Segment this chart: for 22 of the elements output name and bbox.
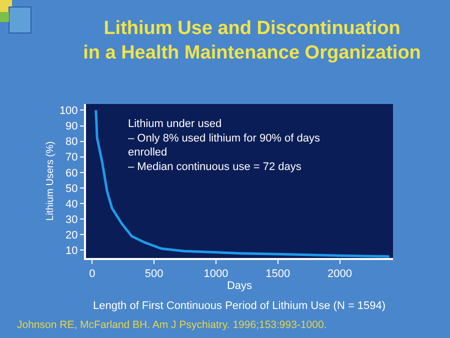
y-tick-label: 90 — [66, 120, 78, 133]
x-axis-title: Days — [226, 280, 253, 292]
text: Length of First Continuous Period of Lithium Use (N = 1594) — [93, 300, 386, 312]
y-tick-label: 70 — [66, 152, 78, 164]
x-tick-label: 1500 — [266, 268, 290, 280]
chart-title: Lithium Use and Discontinuation in a Health Maintenance Organization — [83, 18, 421, 64]
y-tick-label: 20 — [66, 230, 78, 242]
x-tick-label: 1000 — [204, 268, 228, 280]
y-tick-label: 40 — [66, 198, 78, 210]
y-tick-label: 10 — [66, 245, 78, 258]
y-tick-label: 100 — [59, 105, 78, 118]
line-series — [94, 108, 391, 258]
text: Johnson RE, McFarland BH. Am J Psychiatry. 1996;153:993-1000. — [17, 319, 327, 331]
y-tick-label: 30 — [66, 214, 78, 226]
y-axis-title: Lithium Users (%) — [44, 141, 56, 221]
x-tick-label: 500 — [144, 268, 164, 280]
y-tick-label: 80 — [66, 136, 78, 148]
x-tick-label: 0 — [89, 268, 96, 280]
y-tick-label: 60 — [66, 167, 78, 180]
y-tick-label: 50 — [66, 182, 78, 195]
annotation: Lithium under used – Only 8% used lithium for 90% of days enrolled – Median continuous use = 72 days — [128, 118, 320, 173]
x-tick-label: 2000 — [328, 268, 352, 280]
